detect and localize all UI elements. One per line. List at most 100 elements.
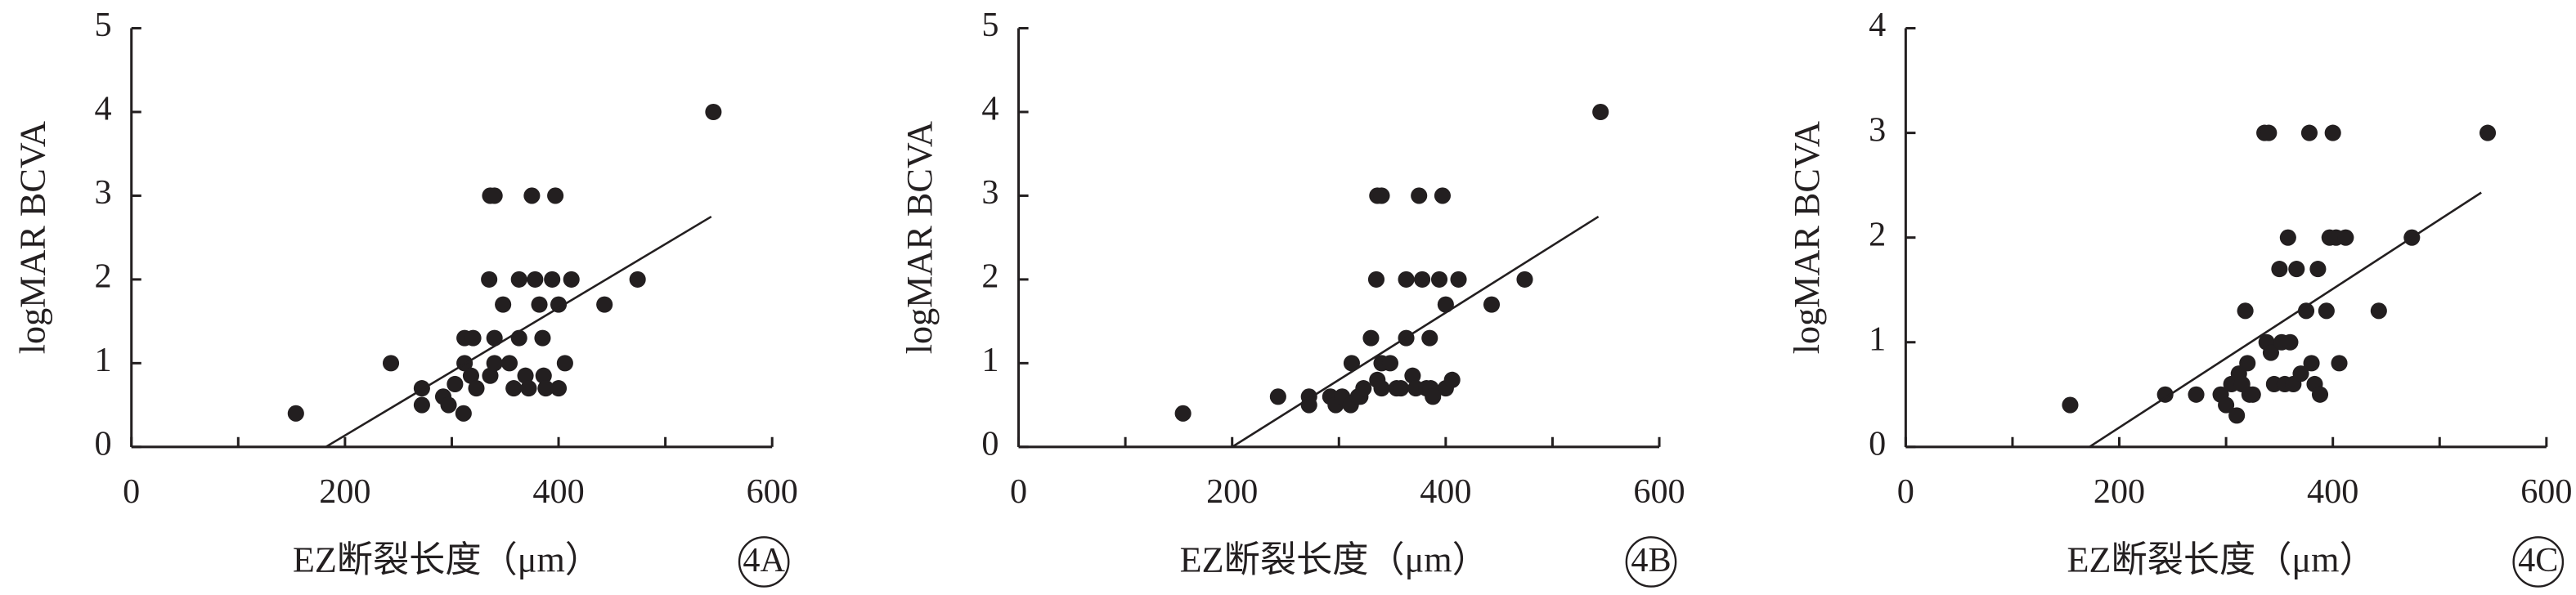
point [1398,271,1415,288]
y-tick-label: 3 [1869,110,1886,149]
point [2370,302,2387,320]
point [1373,187,1390,204]
x-tick-label: 600 [2520,472,2572,511]
point [1355,380,1372,397]
point [2318,302,2335,320]
point [2156,386,2174,403]
panel-label-circle [738,536,790,588]
y-tick-label: 3 [981,173,999,212]
y-tick-label: 4 [95,90,112,128]
y-tick-label: 4 [981,90,999,128]
point [1443,371,1461,388]
point [1174,405,1192,422]
point [2271,261,2288,278]
trend-line [325,215,712,448]
point [531,296,548,313]
point [1430,271,1448,288]
x-tick-label: 600 [1633,472,1685,511]
x-axis-label: EZ断裂长度（μm） [2067,540,2375,580]
y-tick-label: 3 [95,173,112,212]
point [1592,103,1609,121]
point [535,367,552,384]
y-tick-label: 1 [981,341,999,379]
point [2309,261,2327,278]
panel-label: 4C [2518,541,2558,579]
point [517,367,534,384]
point [520,380,537,397]
y-tick-label: 1 [1869,320,1886,358]
point [2260,124,2278,141]
x-tick-label: 200 [1206,472,1258,511]
point [2244,386,2261,403]
point [556,355,573,372]
point [505,380,523,397]
y-tick-label: 2 [981,257,999,296]
x-tick-label: 200 [319,472,370,511]
point [2282,333,2299,351]
point [440,396,457,414]
trend-line [2089,191,2482,448]
y-tick-label: 1 [95,341,112,379]
y-axis-label: logMAR BCVA [12,121,52,354]
x-tick-label: 0 [1010,472,1027,511]
point [563,271,580,288]
point [468,380,485,397]
point [2237,302,2254,320]
point [1434,187,1451,204]
x-tick-label: 600 [747,472,798,511]
y-tick-label: 2 [95,257,112,296]
y-tick-label: 0 [1869,425,1886,463]
point [1414,271,1431,288]
point [1362,329,1380,347]
point [2228,407,2246,424]
point [382,355,400,372]
point [2297,302,2315,320]
panel-label: 4A [743,541,785,579]
point [481,271,498,288]
point [1437,296,1454,313]
point [1411,187,1428,204]
x-axis-label: EZ断裂长度（μm） [1180,540,1488,580]
point [534,329,551,347]
y-tick-label: 5 [95,6,112,44]
y-tick-label: 2 [1869,215,1886,253]
y-axis-label: logMAR BCVA [900,121,940,354]
point [2279,229,2296,246]
point [1367,271,1385,288]
point [2262,344,2279,361]
x-tick-label: 0 [123,472,140,511]
point [1483,296,1501,313]
point [495,296,512,313]
x-tick-label: 400 [532,472,584,511]
point [1381,355,1398,372]
point [464,329,482,347]
point [527,271,544,288]
point [523,187,541,204]
point [2239,355,2256,372]
point [2300,124,2318,141]
panel-label-circle [2512,536,2565,588]
point [1269,388,1286,405]
point [2479,124,2497,141]
y-tick-label: 0 [95,425,112,463]
trend-line [1232,215,1600,448]
point [1343,355,1360,372]
x-tick-label: 0 [1897,472,1914,511]
point [1404,367,1421,384]
point [550,380,568,397]
x-tick-label: 400 [1420,472,1471,511]
point [462,367,480,384]
point [455,405,472,422]
point [1425,388,1442,405]
point [2062,396,2079,414]
panel: 0 1 2 3 4 5 0 200 400 600 EZ断裂长度（μm） logMAR BCVA 4B [900,6,1685,588]
y-tick-label: 4 [1869,6,1886,44]
point [2324,124,2341,141]
x-tick-label: 200 [2094,472,2145,511]
point [1421,329,1438,347]
point [2337,229,2354,246]
point [537,380,554,397]
point [486,355,503,372]
panel-label-circle [1625,536,1677,588]
